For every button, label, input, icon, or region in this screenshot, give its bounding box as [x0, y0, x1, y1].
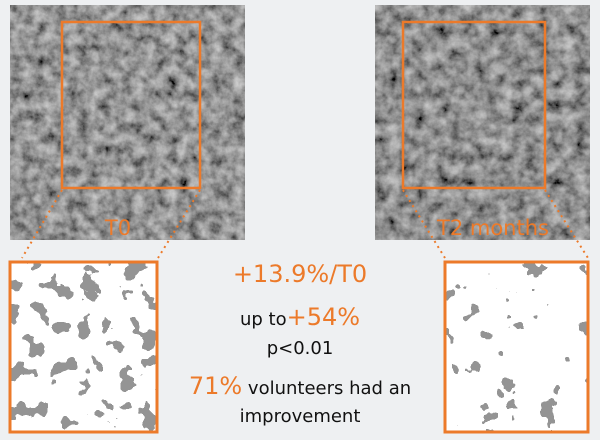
connectors: [21, 189, 589, 259]
increase: +13.9%/T0: [232, 260, 368, 288]
thumb-border: [443, 260, 590, 434]
stat-line: +13.9%/T0: [160, 262, 440, 286]
binary-t2: [445, 262, 588, 432]
image-label: T0: [104, 216, 131, 240]
connector: [157, 189, 201, 259]
volunteers-value: 71%: [188, 372, 243, 400]
up-to-value: +54%: [286, 303, 361, 331]
volunteers-text: volunteers had an improvement: [239, 378, 412, 427]
binary-t0: [10, 262, 157, 432]
stat-line: 71% volunteers had an improvement: [164, 372, 436, 431]
image-t2: [375, 5, 590, 240]
p-value: p<0.01: [266, 338, 334, 359]
thumb-border: [8, 260, 159, 434]
stat-line: p<0.01: [160, 340, 440, 358]
image-t0: [10, 5, 245, 240]
roi-box: [60, 20, 202, 190]
connector: [402, 189, 446, 259]
connector: [544, 189, 589, 259]
stat-line: up to+54%: [160, 305, 440, 329]
up-to-prefix: up to: [239, 309, 287, 330]
image-label: T2 months: [436, 216, 549, 240]
connector: [21, 189, 63, 259]
roi-box: [401, 20, 547, 190]
